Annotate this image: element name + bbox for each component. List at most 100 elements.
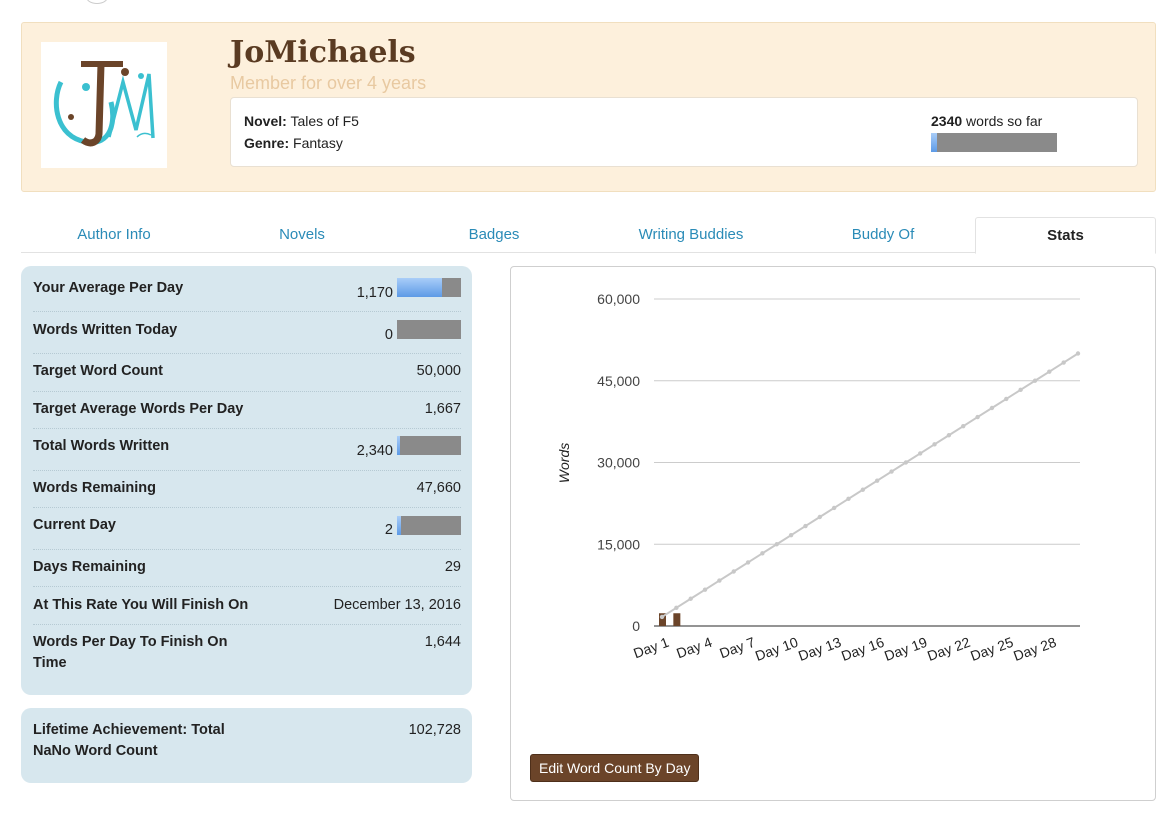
tab-author-info[interactable]: Author Info	[77, 226, 151, 243]
stat-row-target-word-count: Target Word Count 50,000	[33, 354, 461, 392]
genre-line: Genre: Fantasy	[244, 135, 343, 151]
stat-label: Words Remaining	[33, 480, 156, 496]
target-point	[989, 405, 995, 411]
target-point	[1075, 351, 1081, 356]
stat-label: Words Written Today	[33, 322, 178, 338]
stat-row-days-remaining: Days Remaining 29	[33, 550, 461, 587]
target-point	[1061, 360, 1066, 365]
stat-row-current-day: Current Day 2	[33, 508, 461, 550]
target-point	[674, 605, 679, 611]
lifetime-value: 102,728	[408, 722, 461, 738]
x-tick-label: Day 10	[753, 634, 800, 664]
target-point	[774, 542, 779, 547]
lifetime-label: Lifetime Achievement: Total NaNo Word Co…	[33, 722, 225, 759]
target-point	[760, 551, 765, 556]
stat-value: 47,660	[416, 480, 461, 496]
stat-label: Target Average Words Per Day	[33, 401, 244, 417]
target-point	[889, 469, 894, 474]
stat-value: 1,170	[356, 285, 393, 301]
x-tick-label: Day 28	[1011, 634, 1058, 664]
genre-label: Genre:	[244, 135, 290, 151]
stat-value: 1,667	[424, 401, 461, 417]
target-point	[918, 451, 923, 456]
target-point	[1018, 387, 1023, 393]
y-tick-label: 45,000	[597, 373, 640, 389]
target-point	[860, 487, 866, 492]
x-tick-label: Day 13	[796, 634, 843, 664]
x-tick-label: Day 1	[631, 634, 671, 662]
avatar	[41, 42, 167, 168]
stat-value: 50,000	[416, 363, 461, 379]
words-progress-fill	[931, 133, 937, 152]
words-so-far: 2340 words so far	[931, 113, 1042, 129]
tab-novels[interactable]: Novels	[279, 226, 325, 243]
stat-row-words-remaining: Words Remaining 47,660	[33, 471, 461, 508]
target-point	[702, 587, 708, 592]
y-tick-label: 60,000	[597, 291, 640, 307]
y-tick-label: 0	[632, 618, 640, 634]
target-point	[932, 442, 937, 447]
stat-progress-fill	[397, 516, 402, 535]
word-count-chart-panel: 0 15,000 30,000 45,000 60,000 Words Day 1 Day 4…	[510, 266, 1156, 801]
lifetime-panel: Lifetime Achievement: Total NaNo Word Co…	[21, 708, 472, 783]
words-progress-bar	[931, 133, 1057, 152]
word-count-chart: 0 15,000 30,000 45,000 60,000 Words Day 1 Day 4…	[556, 291, 1081, 664]
y-tick-label: 30,000	[597, 455, 640, 471]
x-tick-label: Day 4	[674, 634, 714, 662]
genre-value: Fantasy	[293, 135, 343, 151]
avatar-logo-icon	[53, 61, 155, 147]
stat-progress-fill	[397, 278, 442, 297]
username: JoMichaels	[230, 35, 416, 70]
profile-tabs: Author Info Novels Badges Writing Buddie…	[21, 217, 1156, 254]
edit-word-count-button[interactable]: Edit Word Count By Day	[530, 754, 700, 782]
novel-label: Novel:	[244, 113, 287, 129]
words-count: 2340	[931, 113, 963, 129]
stat-progress-fill	[397, 436, 400, 455]
target-point	[688, 596, 693, 601]
stat-progress-bar	[397, 320, 461, 339]
stat-label: Days Remaining	[33, 559, 146, 575]
target-point	[874, 478, 880, 483]
stat-row-words-today: Words Written Today 0	[33, 312, 461, 354]
target-point	[817, 514, 822, 520]
target-point	[659, 614, 665, 620]
tab-stats[interactable]: Stats	[975, 217, 1156, 254]
stat-value: 29	[444, 559, 461, 575]
stats-panel: Your Average Per Day 1,170 Words Written…	[21, 266, 472, 695]
target-point	[788, 532, 794, 538]
target-point	[846, 496, 851, 502]
stat-label: Words Per Day To Finish On Time	[33, 634, 228, 671]
target-line	[661, 352, 1079, 618]
target-point	[717, 578, 722, 583]
top-decoration	[86, 0, 108, 4]
tab-buddy-of[interactable]: Buddy Of	[851, 226, 915, 243]
target-point	[745, 560, 751, 565]
stat-label: At This Rate You Will Finish On	[33, 597, 249, 613]
target-point	[1032, 378, 1038, 383]
target-point	[903, 460, 909, 465]
stat-row-total-words: Total Words Written 2,340	[33, 429, 461, 471]
words-suffix: words so far	[966, 113, 1043, 129]
target-point	[1047, 369, 1052, 374]
tab-badges[interactable]: Badges	[468, 226, 520, 243]
target-point	[946, 433, 952, 438]
stat-progress-bar	[397, 436, 461, 455]
stat-value: 2,340	[356, 443, 393, 459]
x-tick-label: Day 16	[839, 634, 886, 664]
x-tick-label: Day 25	[968, 634, 1015, 664]
novel-line: Novel: Tales of F5	[244, 113, 359, 129]
stat-progress-bar	[397, 278, 461, 297]
profile-header: JoMichaels Member for over 4 years Novel…	[21, 22, 1156, 192]
target-point	[803, 523, 808, 529]
target-point	[975, 414, 980, 420]
stat-value: 0	[384, 327, 393, 343]
x-tick-label: Day 22	[925, 634, 972, 664]
novel-title[interactable]: Tales of F5	[290, 113, 359, 129]
stat-value: 1,644	[424, 634, 461, 650]
target-point	[961, 423, 966, 429]
stat-label: Total Words Written	[33, 438, 170, 454]
y-tick-label: 15,000	[597, 536, 640, 552]
stat-label: Current Day	[33, 517, 116, 533]
tab-writing-buddies[interactable]: Writing Buddies	[638, 226, 744, 243]
y-axis-title: Words	[556, 443, 572, 483]
